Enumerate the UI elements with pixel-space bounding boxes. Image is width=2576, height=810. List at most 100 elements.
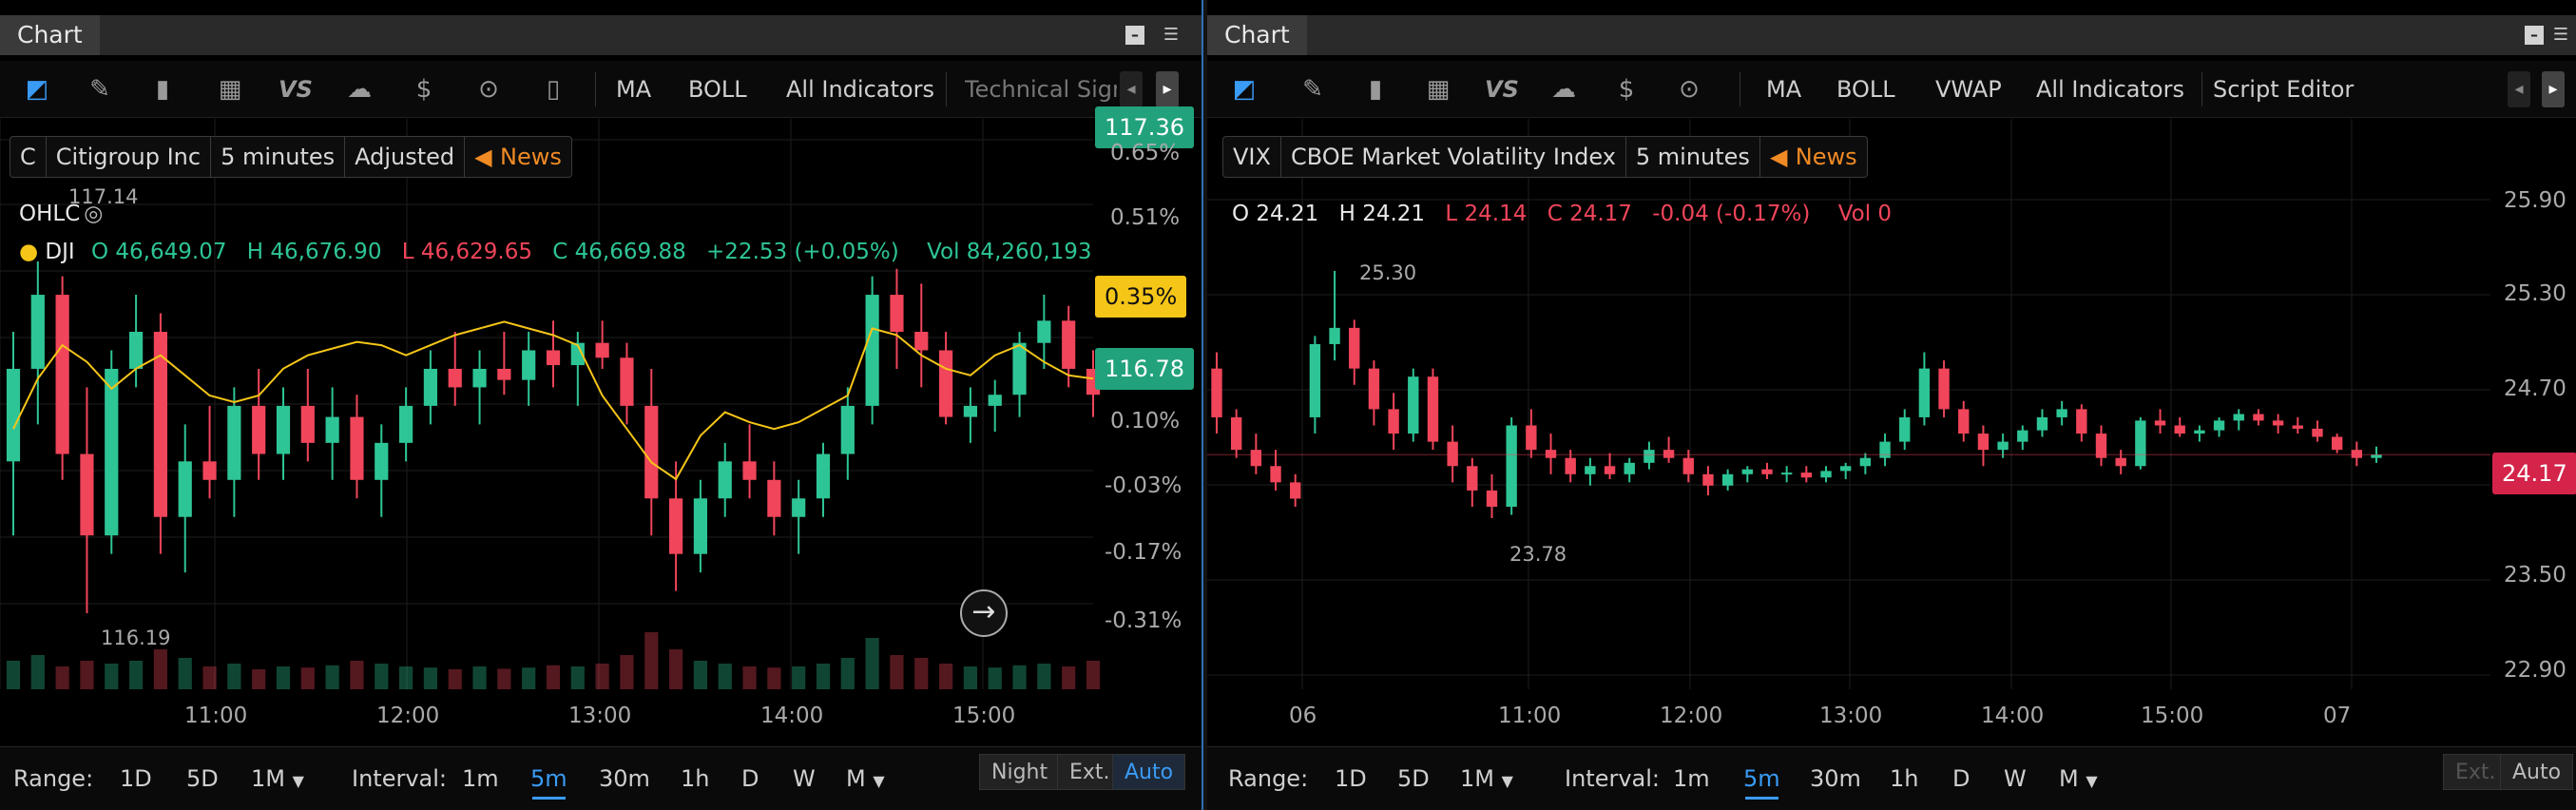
cloud-icon[interactable]: ☁ <box>347 75 372 104</box>
menu-list-icon[interactable]: ☰ <box>1163 25 1180 45</box>
dollar-icon[interactable]: $ <box>415 75 433 104</box>
interval-30m[interactable]: 30m <box>1810 765 1861 792</box>
ma-button[interactable]: MA <box>616 76 652 103</box>
extended-hours-toggle[interactable]: Ext. <box>1057 754 1123 790</box>
symbol-name[interactable]: CBOE Market Volatility Index <box>1281 137 1626 177</box>
caret-down-icon: ▼ <box>292 772 304 790</box>
x-axis-label: 13:00 <box>568 704 632 728</box>
candle-body <box>350 416 364 480</box>
interval-week[interactable]: W <box>2004 765 2027 792</box>
drawing-pencil-icon[interactable]: ✎ <box>1302 75 1323 104</box>
vs-compare-icon[interactable]: VS <box>1485 76 1519 103</box>
ma-button[interactable]: MA <box>1766 76 1802 103</box>
grid-layout-icon[interactable]: ▦ <box>1426 75 1451 104</box>
low-value: 24.14 <box>1464 202 1528 226</box>
minimize-icon[interactable]: – <box>1125 26 1144 45</box>
auto-toggle[interactable]: Auto <box>2500 754 2574 790</box>
all-indicators-button[interactable]: All Indicators <box>786 76 934 103</box>
scroll-right-icon[interactable]: ▸ <box>1156 71 1179 107</box>
interval-label[interactable]: 5 minutes <box>1626 137 1760 177</box>
interval-5m[interactable]: 5m <box>530 747 567 810</box>
minimize-icon[interactable]: – <box>2525 26 2544 45</box>
candle-body <box>1012 342 1027 395</box>
candle-body <box>595 342 609 358</box>
chart-style-icon[interactable]: ◩ <box>25 75 49 104</box>
candle-body <box>620 357 634 406</box>
technical-signals-button[interactable]: Technical Sign <box>965 76 1117 103</box>
candle-body <box>1997 441 2009 451</box>
chart-style-icon[interactable]: ◩ <box>1232 75 1257 104</box>
menu-list-icon[interactable]: ☰ <box>2552 25 2569 45</box>
interval-week[interactable]: W <box>793 765 816 792</box>
go-to-latest-icon[interactable]: → <box>960 589 1008 637</box>
symbol-name[interactable]: Citigroup Inc <box>47 137 212 177</box>
price-chart-canvas[interactable] <box>0 119 1201 746</box>
adjustment-label[interactable]: Adjusted <box>345 137 466 177</box>
interval-30m[interactable]: 30m <box>599 765 650 792</box>
ticker-symbol[interactable]: VIX <box>1223 137 1281 177</box>
candle-body <box>448 368 462 388</box>
dollar-icon[interactable]: $ <box>1618 75 1635 104</box>
auto-toggle[interactable]: Auto <box>1112 754 1186 790</box>
tab-chart[interactable]: Chart <box>1207 15 1307 55</box>
megaphone-icon: ◀ <box>474 144 500 170</box>
range-1d[interactable]: 1D <box>1335 765 1367 792</box>
interval-1m[interactable]: 1m <box>462 765 499 792</box>
interval-1m[interactable]: 1m <box>1673 765 1710 792</box>
vs-compare-icon[interactable]: VS <box>279 76 313 103</box>
all-indicators-button[interactable]: All Indicators <box>2036 76 2184 103</box>
play-circle-icon[interactable]: ⊙ <box>1679 75 1700 104</box>
ticker-symbol[interactable]: C <box>10 137 47 177</box>
candle-body <box>1486 490 1498 508</box>
boll-button[interactable]: BOLL <box>688 76 747 103</box>
candle-body <box>2331 436 2343 451</box>
vwap-button[interactable]: VWAP <box>1935 76 2002 103</box>
scroll-left-icon[interactable]: ◂ <box>2508 71 2530 107</box>
news-button[interactable]: ◀ News <box>465 137 571 177</box>
volume-bar <box>1086 661 1101 689</box>
range-1d[interactable]: 1D <box>120 765 152 792</box>
drawing-pencil-icon[interactable]: ✎ <box>89 75 110 104</box>
interval-month-dropdown[interactable]: M ▼ <box>2059 747 2098 810</box>
candles-icon[interactable]: ▮ <box>155 75 170 104</box>
range-5d[interactable]: 5D <box>186 765 219 792</box>
boll-button[interactable]: BOLL <box>1836 76 1895 103</box>
candle-body <box>2174 425 2185 434</box>
candles-icon[interactable]: ▮ <box>1368 75 1383 104</box>
pane-separator[interactable] <box>1203 0 1207 810</box>
tab-chart[interactable]: Chart <box>0 15 100 55</box>
play-circle-icon[interactable]: ⊙ <box>478 75 499 104</box>
candle-body <box>1565 457 1576 474</box>
grid-layout-icon[interactable]: ▦ <box>218 75 242 104</box>
candle-body <box>276 405 291 454</box>
interval-5m[interactable]: 5m <box>1743 747 1780 810</box>
price-chart-canvas[interactable] <box>1207 119 2576 746</box>
candle-body <box>1585 466 1596 474</box>
interval-label[interactable]: 5 minutes <box>211 137 346 177</box>
interval-month-dropdown[interactable]: M ▼ <box>846 747 885 810</box>
night-toggle[interactable]: Night <box>979 754 1061 790</box>
pane-titlebar: Chart – ☰ <box>1207 15 2576 55</box>
interval-day[interactable]: D <box>741 765 759 792</box>
interval-1h[interactable]: 1h <box>1890 765 1919 792</box>
scroll-right-icon[interactable]: ▸ <box>2542 71 2565 107</box>
candle-body <box>1800 472 1813 478</box>
script-editor-button[interactable]: Script Editor <box>2213 76 2355 103</box>
top-price-tag: 117.36 <box>1095 106 1194 148</box>
visibility-eye-icon[interactable]: ◎ <box>84 202 104 226</box>
range-1m-dropdown[interactable]: 1M ▼ <box>1460 747 1513 810</box>
interval-1h[interactable]: 1h <box>681 765 710 792</box>
cloud-icon[interactable]: ☁ <box>1551 75 1576 104</box>
volume-bar <box>375 664 389 689</box>
range-5d[interactable]: 5D <box>1397 765 1430 792</box>
y-axis-label: 25.30 <box>2504 281 2566 306</box>
volume-bar <box>202 666 217 689</box>
x-axis-label: 06 <box>1289 704 1317 728</box>
news-button[interactable]: ◀ News <box>1760 137 1867 177</box>
compare-symbol[interactable]: DJI <box>45 240 75 264</box>
extended-hours-toggle[interactable]: Ext. <box>2443 754 2509 790</box>
scroll-left-icon[interactable]: ◂ <box>1120 71 1143 107</box>
range-1m-dropdown[interactable]: 1M ▼ <box>251 747 304 810</box>
interval-day[interactable]: D <box>1952 765 1970 792</box>
studies-icon[interactable]: ▯ <box>546 75 561 104</box>
